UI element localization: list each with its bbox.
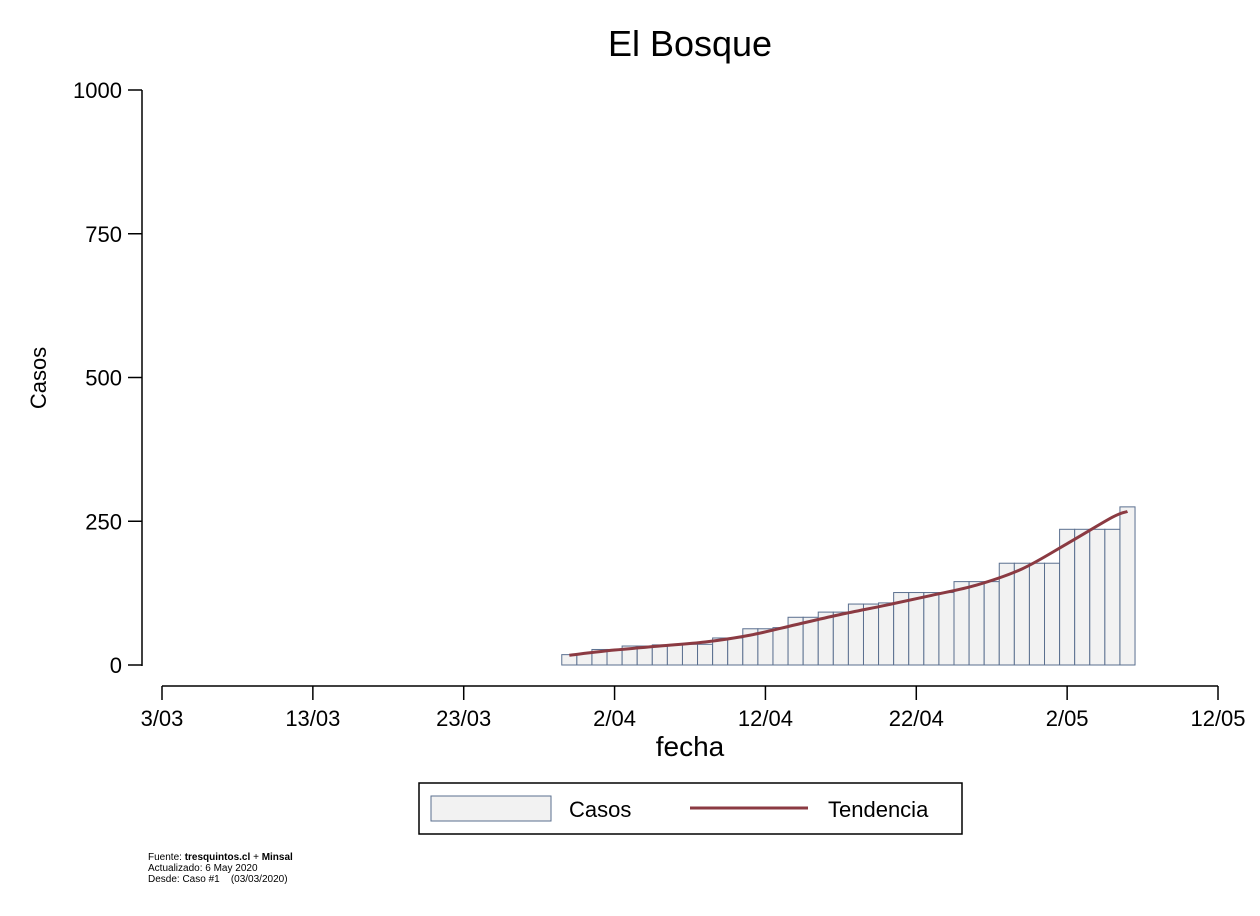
- y-tick-label: 250: [85, 509, 122, 534]
- bar: [923, 592, 940, 666]
- y-tick-label: 0: [110, 653, 122, 678]
- y-tick-label: 500: [85, 366, 122, 391]
- trend-line-tendencia: [569, 510, 1129, 657]
- x-tick-label: 23/03: [436, 706, 491, 731]
- x-tick-label: 13/03: [285, 706, 340, 731]
- footer-source: Fuente: tresquintos.cl + Minsal: [148, 852, 293, 863]
- footer-source-label: Fuente:: [148, 852, 182, 863]
- footer-since: Desde: Caso #1 (03/03/2020): [148, 874, 288, 885]
- x-tick-label: 12/05: [1190, 706, 1245, 731]
- bar: [727, 637, 744, 666]
- bar: [908, 592, 925, 666]
- x-axis-label: fecha: [656, 731, 725, 762]
- footer: Fuente: tresquintos.cl + Minsal Actualiz…: [148, 852, 293, 885]
- bar: [802, 616, 819, 666]
- footer-updated: Actualizado: 6 May 2020: [148, 863, 258, 874]
- bar: [1089, 528, 1106, 666]
- legend: Casos Tendencia: [418, 782, 963, 835]
- x-tick-label: 12/04: [738, 706, 793, 731]
- bar-series-casos: [561, 506, 1136, 666]
- bar: [968, 581, 985, 666]
- legend-label-casos: Casos: [569, 797, 631, 822]
- bar: [953, 581, 970, 666]
- chart-title: El Bosque: [608, 23, 772, 64]
- bar: [862, 603, 880, 666]
- y-axis-ticks: 0 250 500 750 1000: [73, 78, 142, 678]
- x-tick-label: 3/03: [141, 706, 184, 731]
- bar: [666, 644, 683, 666]
- bar: [1044, 562, 1061, 666]
- bar: [561, 654, 578, 666]
- bar: [1104, 528, 1121, 666]
- bar: [1028, 562, 1046, 666]
- x-tick-label: 2/05: [1046, 706, 1089, 731]
- bar: [1059, 528, 1076, 666]
- bar: [983, 581, 1000, 666]
- bar: [938, 592, 955, 666]
- footer-source-org: Minsal: [261, 852, 293, 863]
- x-tick-label: 2/04: [593, 706, 636, 731]
- bar: [832, 611, 849, 666]
- bar: [681, 643, 699, 666]
- bar: [1074, 528, 1091, 666]
- bar: [1013, 562, 1030, 666]
- legend-swatch-casos: [430, 795, 552, 822]
- bar: [697, 643, 714, 666]
- legend-label-tendencia: Tendencia: [828, 797, 929, 822]
- x-axis-ticks: 3/03 13/03 23/03 2/04 12/04 22/04 2/05 12/05: [141, 686, 1246, 731]
- bar: [772, 627, 789, 666]
- y-tick-label: 750: [85, 222, 122, 247]
- bar: [878, 602, 895, 666]
- x-tick-label: 22/04: [889, 706, 944, 731]
- y-tick-label: 1000: [73, 78, 122, 103]
- y-axis-label: Casos: [26, 347, 51, 409]
- footer-source-sep: +: [253, 852, 259, 863]
- bar: [1119, 506, 1136, 666]
- footer-source-site: tresquintos.cl: [184, 852, 251, 863]
